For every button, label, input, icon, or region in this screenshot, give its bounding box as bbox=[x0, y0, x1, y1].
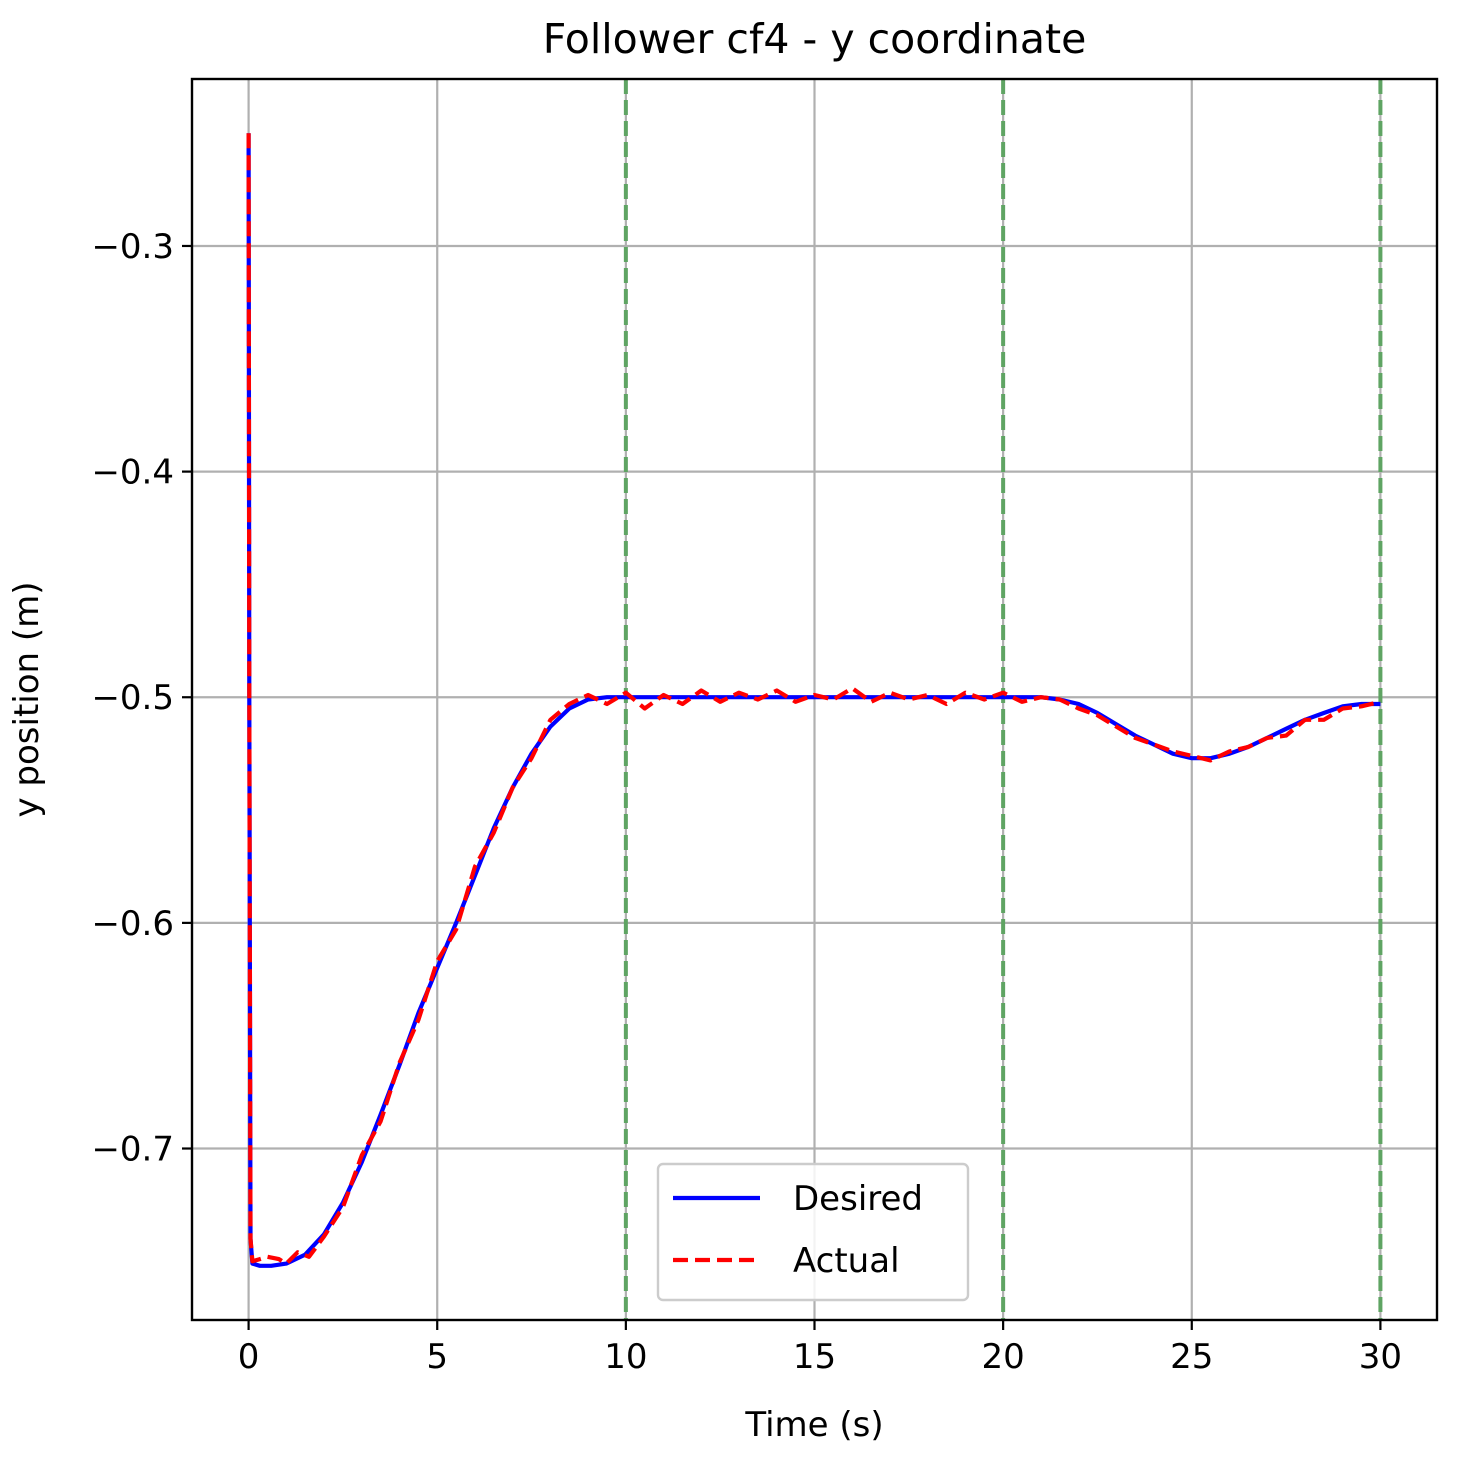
x-tick-label: 0 bbox=[238, 1337, 260, 1377]
x-tick-label: 30 bbox=[1359, 1337, 1402, 1377]
legend-label-desired: Desired bbox=[793, 1179, 923, 1219]
x-axis-label: Time (s) bbox=[744, 1405, 883, 1445]
y-tick-label: −0.3 bbox=[91, 227, 174, 267]
chart-title: Follower cf4 - y coordinate bbox=[543, 15, 1087, 63]
legend: Desired Actual bbox=[656, 1162, 970, 1302]
vertical-markers bbox=[623, 79, 1383, 1320]
y-axis-label: y position (m) bbox=[7, 581, 47, 817]
y-tick-label: −0.5 bbox=[91, 678, 174, 718]
series-layer bbox=[246, 133, 1381, 1268]
y-tick-label: −0.6 bbox=[91, 904, 174, 944]
series-line-actual bbox=[246, 133, 1381, 1266]
x-tick-label: 20 bbox=[982, 1337, 1025, 1377]
y-tick-label: −0.4 bbox=[91, 453, 174, 493]
x-tick-label: 15 bbox=[793, 1337, 836, 1377]
ticks: 0 5 10 15 20 25 30 −0.3 −0.4 −0.5 −0.6 −0.7 bbox=[91, 227, 1402, 1377]
x-tick-label: 25 bbox=[1170, 1337, 1213, 1377]
x-tick-label: 5 bbox=[426, 1337, 448, 1377]
series-line-desired bbox=[246, 133, 1381, 1268]
x-tick-label: 10 bbox=[604, 1337, 647, 1377]
y-tick-label: −0.7 bbox=[91, 1130, 174, 1170]
legend-label-actual: Actual bbox=[793, 1241, 900, 1281]
